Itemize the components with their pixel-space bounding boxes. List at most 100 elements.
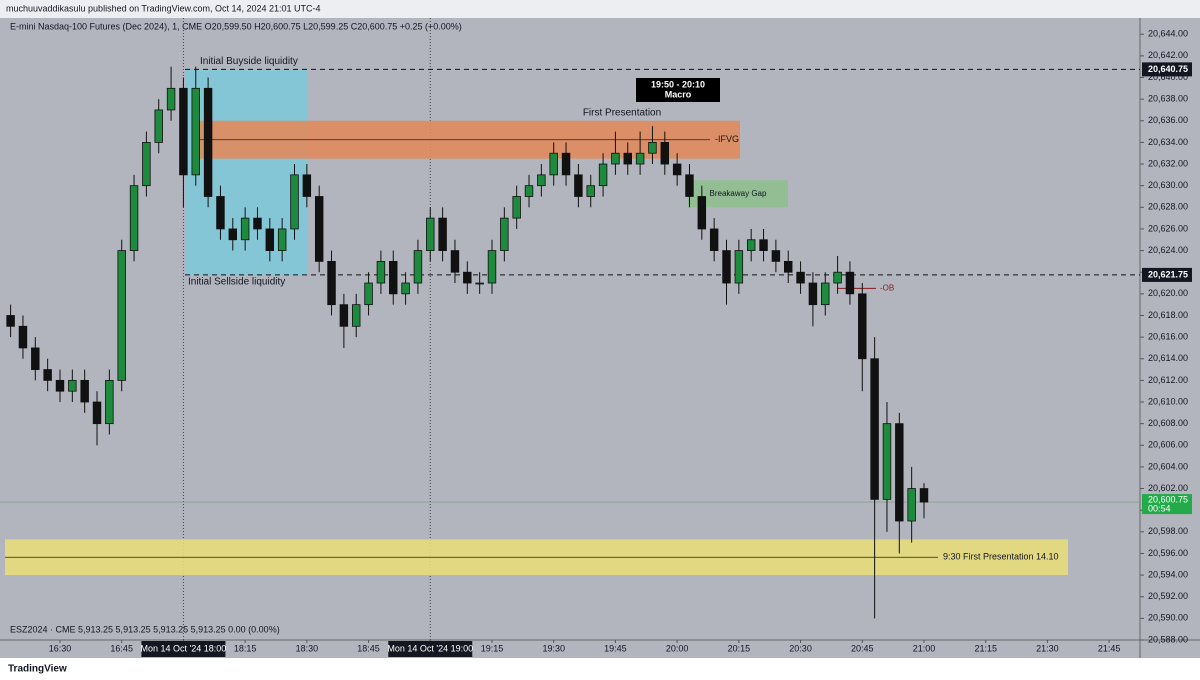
candle-body: [92, 401, 102, 425]
candle-body: [845, 271, 855, 295]
y-tick-label: 20,618.00: [1148, 310, 1188, 320]
annotation: Macro: [665, 89, 692, 99]
level-price-label: 20,621.75: [1148, 269, 1188, 279]
y-tick-label: 20,588.00: [1148, 634, 1188, 644]
y-tick-label: 20,598.00: [1148, 526, 1188, 536]
x-tick-label: 21:45: [1098, 643, 1121, 653]
candle-body: [450, 250, 460, 273]
ob-label: -OB: [880, 284, 894, 293]
candle-body: [475, 282, 484, 285]
y-tick-label: 20,608.00: [1148, 418, 1188, 428]
candle-body: [574, 174, 583, 197]
candle-body: [314, 196, 324, 262]
y-tick-label: 20,628.00: [1148, 202, 1188, 212]
x-tick-label: 19:45: [604, 643, 627, 653]
candle-body: [364, 282, 373, 306]
level-text: Initial Sellside liquidity: [188, 277, 285, 288]
countdown: 00:54: [1148, 503, 1171, 513]
zone: [185, 69, 308, 275]
x-tick-label: 20:30: [789, 643, 812, 653]
y-tick-label: 20,616.00: [1148, 331, 1188, 341]
y-tick-label: 20,626.00: [1148, 223, 1188, 233]
candle-body: [216, 196, 225, 230]
candle-body: [500, 217, 509, 251]
candle-body: [228, 228, 238, 241]
candle-body: [18, 325, 28, 349]
candle-body: [734, 250, 744, 284]
candle-body: [327, 260, 336, 306]
candle-body: [524, 185, 534, 197]
candle-body: [512, 196, 521, 219]
candle-body: [858, 293, 867, 360]
candle-body: [919, 488, 929, 503]
y-tick-label: 20,590.00: [1148, 613, 1188, 623]
candle-body: [80, 379, 89, 403]
legend-title: E-mini Nasdaq-100 Futures (Dec 2024), 1,…: [10, 21, 462, 31]
candle-body: [142, 141, 151, 187]
candle-body: [907, 488, 916, 522]
x-tick-label: 18:30: [296, 643, 319, 653]
candle-body: [68, 379, 77, 392]
y-tick-label: 20,632.00: [1148, 158, 1188, 168]
chart-layer: 20,588.00 20,590.00 20,592.00 20,594.00 20,5…: [0, 18, 1192, 657]
y-tick-label: 20,614.00: [1148, 353, 1188, 363]
candle-body: [240, 217, 250, 241]
compare-symbol: ESZ2024 · CME 5,913.25 5,913.25 5,913.25…: [10, 624, 280, 634]
candle-body: [203, 87, 213, 197]
candle-body: [598, 163, 608, 187]
candle-body: [6, 315, 15, 327]
candle-body: [635, 152, 645, 165]
candle-body: [783, 260, 793, 273]
candle-body: [389, 260, 398, 295]
x-tick-label: 21:30: [1036, 643, 1059, 653]
x-tick-highlight: [141, 641, 226, 657]
y-tick-label: 20,642.00: [1148, 50, 1188, 60]
y-tick-label: 20,620.00: [1148, 288, 1188, 298]
x-tick-label: 18:45: [357, 643, 380, 653]
y-tick-label: 20,634.00: [1148, 137, 1188, 147]
candle-body: [43, 369, 52, 381]
candle-body: [463, 271, 472, 284]
candle-body: [549, 152, 558, 176]
candle-body: [870, 358, 879, 500]
candle-body: [129, 185, 139, 251]
candle-body: [759, 239, 768, 251]
candle-body: [191, 87, 200, 176]
candle-body: [771, 250, 781, 262]
candle-body: [697, 196, 707, 230]
candle-body: [487, 250, 497, 284]
candle-body: [154, 109, 163, 143]
candle-body: [253, 217, 262, 230]
candle-body: [413, 250, 423, 284]
y-tick-label: 20,602.00: [1148, 483, 1188, 493]
candle-body: [401, 282, 410, 295]
candle-body: [746, 239, 756, 251]
y-tick-label: 20,630.00: [1148, 180, 1188, 190]
candle-body: [277, 228, 287, 251]
candle-body: [561, 152, 571, 176]
candle-body: [166, 87, 176, 111]
candle-body: [290, 174, 299, 230]
level-label-box: [1142, 62, 1192, 77]
candle-body: [796, 271, 805, 284]
level-text: Initial Buyside liquidity: [200, 56, 298, 67]
level-label-box: [1142, 267, 1192, 282]
x-tick-label: 20:45: [851, 643, 874, 653]
x-tick-label: 20:15: [728, 643, 751, 653]
last-price-label: 20,600.75: [1148, 494, 1188, 504]
y-tick-label: 20,644.00: [1148, 29, 1188, 39]
y-tick-label: 20,636.00: [1148, 115, 1188, 125]
annotation: 19:50 - 20:10: [651, 79, 705, 89]
candle-body: [660, 141, 670, 165]
y-tick-label: 20,638.00: [1148, 94, 1188, 104]
y-tick-label: 20,624.00: [1148, 245, 1188, 255]
x-tick-label: 16:30: [49, 643, 72, 653]
candle-body: [31, 347, 40, 370]
candle-body: [351, 304, 361, 327]
y-tick-label: 20,592.00: [1148, 591, 1188, 601]
candle-body: [55, 379, 65, 392]
level-price-label: 20,640.75: [1148, 64, 1188, 74]
candle-body: [895, 423, 904, 522]
zone-label: 9:30 First Presentation 14.10: [943, 552, 1059, 562]
y-tick-label: 20,610.00: [1148, 396, 1188, 406]
